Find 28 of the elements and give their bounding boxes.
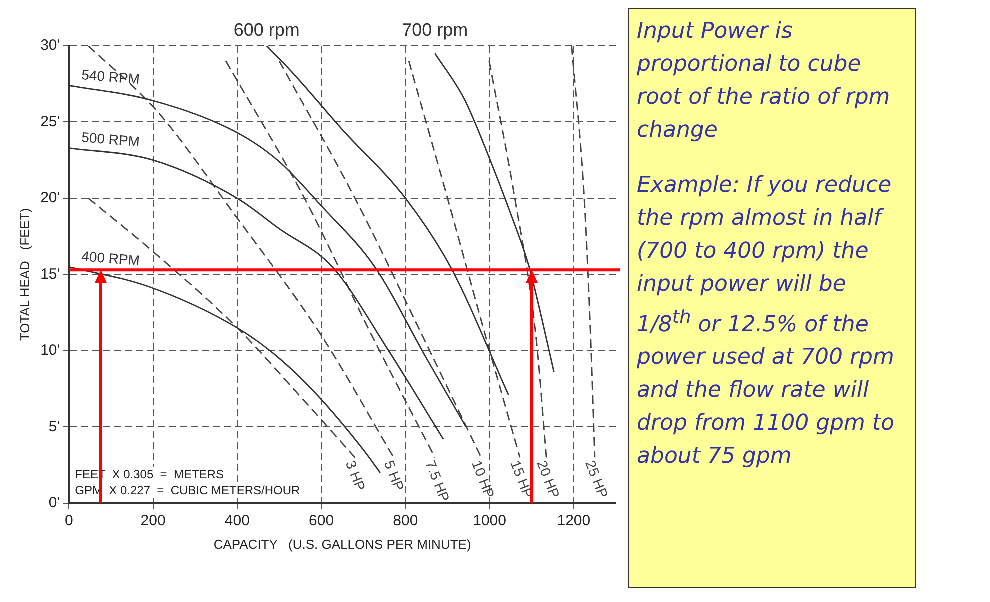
series-label: 600 rpm: [234, 20, 300, 40]
text: 3 HP: [342, 458, 369, 494]
x-tick-label: 400: [224, 512, 250, 530]
x-tick-label: 0: [64, 512, 74, 530]
text: 7.5 HP: [422, 458, 454, 504]
series-label: 400 RPM: [81, 248, 141, 269]
text: 25 HP: [582, 458, 612, 500]
series-label: 700 rpm: [402, 20, 468, 40]
x-tick-label: 600: [309, 512, 334, 530]
y-tick-label: 10': [40, 342, 60, 360]
series-label: 500 RPM: [81, 129, 141, 150]
x-tick-label: 800: [393, 512, 418, 530]
y-axis-title: TOTAL HEAD (FEET): [17, 208, 32, 342]
y-tick-label: 5': [48, 418, 60, 436]
x-axis-title: CAPACITY (U.S. GALLONS PER MINUTE): [214, 536, 472, 552]
y-tick-label: 30': [40, 37, 60, 54]
x-tick-label: 1200: [557, 512, 591, 530]
text-box: Input Power is proportional to cube root of the ratio of rpm change Example: If you reduce the rpm almost in half (700 to 400 rpm) the input power will be 1/8$^{th}$ or 12.5% of the power used at 700 rpm and the flow rate will drop from 1100 gpm to about 75 gpm: [628, 8, 916, 588]
x-tick-label: 200: [140, 512, 166, 530]
text: 10 HP: [468, 458, 498, 500]
y-tick-label: 25': [40, 113, 60, 130]
text: 20 HP: [534, 458, 564, 500]
y-tick-label: 20': [40, 190, 60, 207]
y-tick-label: 0': [48, 494, 60, 512]
text: 5 HP: [382, 458, 408, 494]
x-tick-label: 1000: [473, 512, 506, 530]
y-tick-label: 15': [40, 266, 60, 283]
series-label: 540 RPM: [81, 66, 141, 88]
